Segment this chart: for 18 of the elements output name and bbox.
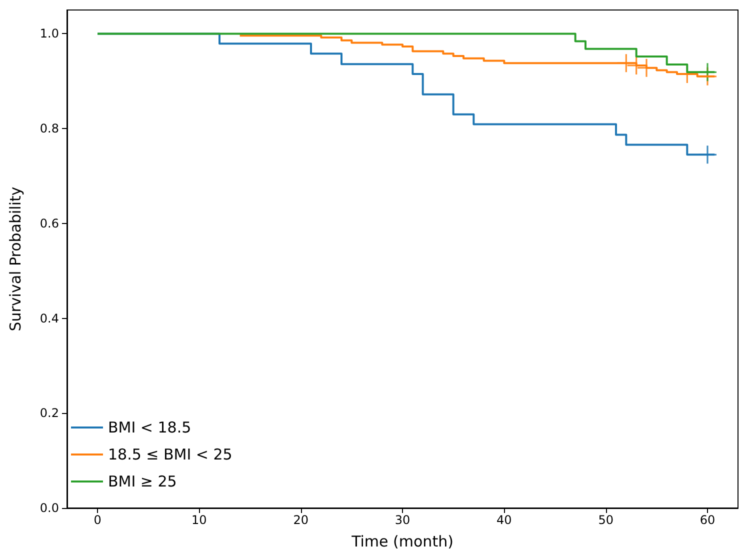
y-tick-label: 0.0 [40, 501, 59, 515]
y-tick-label: 0.4 [40, 311, 59, 326]
x-tick-label: 20 [293, 513, 308, 527]
legend-label: BMI < 18.5 [108, 418, 192, 436]
x-tick-label: 30 [394, 513, 410, 527]
x-tick-label: 60 [700, 513, 716, 527]
x-tick-label: 0 [94, 513, 102, 527]
x-axis-title: Time (month) [350, 532, 454, 550]
y-tick-label: 0.6 [40, 216, 59, 230]
legend-label: 18.5 ≤ BMI < 25 [108, 446, 232, 464]
x-tick-label: 50 [598, 513, 614, 527]
x-tick-label: 40 [496, 513, 512, 527]
y-tick-label: 0.2 [40, 406, 59, 420]
y-tick-label: 0.8 [40, 122, 59, 136]
y-axis-title: Survival Probability [6, 186, 24, 332]
y-tick-label: 1.0 [40, 26, 59, 41]
legend-label: BMI ≥ 25 [108, 472, 177, 490]
x-tick-label: 10 [192, 513, 207, 527]
